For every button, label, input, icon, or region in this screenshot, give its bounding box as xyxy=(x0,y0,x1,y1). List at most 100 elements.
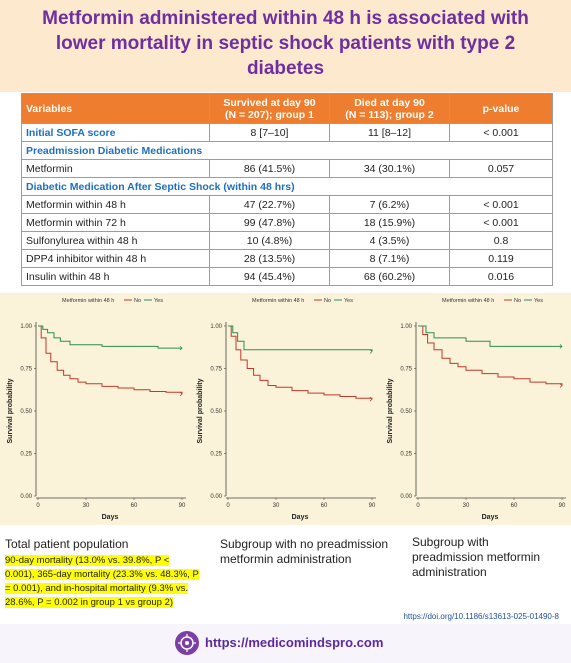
cell-died: 11 [8–12] xyxy=(329,123,450,142)
y-tick-label: 1.00 xyxy=(400,324,412,330)
cell-died: 7 (6.2%) xyxy=(329,195,450,214)
table-row: Initial SOFA score 8 [7–10] 11 [8–12] < … xyxy=(21,123,553,142)
x-axis-label: Days xyxy=(292,514,309,521)
col-variables: Variables xyxy=(21,93,210,124)
footer-url[interactable]: https://medicomindspro.com xyxy=(205,635,384,650)
table-row: Insulin within 48 h 94 (45.4%) 68 (60.2%… xyxy=(21,267,553,286)
curve-end-marker xyxy=(369,349,373,354)
cell-pvalue: 0.057 xyxy=(449,159,553,178)
x-tick-label: 90 xyxy=(559,503,566,509)
cell-survived: 28 (13.5%) xyxy=(209,249,330,268)
y-axis-label: Survival probability xyxy=(387,378,394,443)
cell-survived: 8 [7–10] xyxy=(209,123,330,142)
y-tick-label: 0.00 xyxy=(210,494,222,500)
survival-curve-no xyxy=(38,325,183,394)
cell-pvalue: 0.016 xyxy=(449,267,553,286)
table-section-row: Preadmission Diabetic Medications xyxy=(21,141,553,160)
col-pvalue: p-value xyxy=(449,93,553,124)
survival-plots-panel: Metformin within 48 h No Yes 0.00 0.25 0.50 0.… xyxy=(0,293,571,525)
y-tick-label: 0.00 xyxy=(400,494,412,500)
col-survived: Survived at day 90 (N = 207); group 1 xyxy=(209,93,330,124)
table-section-row: Diabetic Medication After Septic Shock (… xyxy=(21,177,553,196)
caption-total-title: Total patient population xyxy=(5,537,129,551)
header-banner: Metformin administered within 48 h is as… xyxy=(0,0,571,92)
caption-subgroup-no-metformin: Subgroup with no preadmission metformin … xyxy=(220,537,389,566)
results-table-container: Variables Survived at day 90 (N = 207); … xyxy=(21,93,553,286)
x-tick-label: 30 xyxy=(463,503,470,509)
x-tick-label: 0 xyxy=(226,503,230,509)
y-tick-label: 0.50 xyxy=(400,409,412,415)
curve-end-marker xyxy=(559,383,563,388)
footer: https://medicomindspro.com xyxy=(0,624,571,663)
row-label: Sulfonylurea within 48 h xyxy=(21,231,210,250)
km-plot-no-preadmission-svg: Metformin within 48 h No Yes 0.00 0.25 0.50 0.… xyxy=(197,298,376,521)
survival-curve-no xyxy=(418,325,563,386)
y-tick-label: 0.25 xyxy=(210,452,222,458)
y-tick-label: 0.25 xyxy=(20,452,32,458)
x-tick-label: 90 xyxy=(369,503,376,509)
results-table: Variables Survived at day 90 (N = 207); … xyxy=(21,93,553,286)
cell-pvalue: < 0.001 xyxy=(449,213,553,232)
cell-died: 18 (15.9%) xyxy=(329,213,450,232)
brand-logo-icon xyxy=(175,631,199,655)
y-axis-label: Survival probability xyxy=(7,378,14,443)
km-plot-with-preadmission: Metformin within 48 h No Yes 0.00 0.25 0.50 0.… xyxy=(380,293,570,525)
caption-total-detail: 90-day mortality (13.0% vs. 39.8%, P < 0… xyxy=(5,555,199,608)
survival-curve-yes xyxy=(418,325,562,347)
curve-end-marker xyxy=(179,345,183,351)
x-axis-label: Days xyxy=(482,514,499,521)
table-row: Metformin within 72 h 99 (47.8%) 18 (15.… xyxy=(21,213,553,232)
curve-end-marker xyxy=(559,344,563,349)
y-tick-label: 0.75 xyxy=(210,367,222,373)
col-died: Died at day 90 (N = 113); group 2 xyxy=(329,93,450,124)
legend-no-label: No xyxy=(134,298,141,304)
brand-logo-svg xyxy=(178,634,196,652)
caption-total-detail-wrap: 90-day mortality (13.0% vs. 39.8%, P < 0… xyxy=(5,553,200,609)
survival-curve-yes xyxy=(38,325,182,349)
caption-subgroup-metformin: Subgroup with preadmission metformin adm… xyxy=(412,535,541,579)
row-label: Insulin within 48 h xyxy=(21,267,210,286)
x-tick-label: 60 xyxy=(321,503,328,509)
cell-pvalue: 0.119 xyxy=(449,249,553,268)
survival-curve-no xyxy=(228,325,373,400)
x-tick-label: 60 xyxy=(131,503,138,509)
table-row: DPP4 inhibitor within 48 h 28 (13.5%) 8 … xyxy=(21,249,553,268)
doi-link[interactable]: https://doi.org/10.1186/s13613-025-01490… xyxy=(403,612,559,621)
legend-title: Metformin within 48 h xyxy=(442,298,494,304)
x-tick-label: 30 xyxy=(273,503,280,509)
survival-curve-yes xyxy=(228,325,373,352)
y-tick-label: 0.75 xyxy=(20,367,32,373)
legend-no-label: No xyxy=(324,298,331,304)
col-died-line1: Died at day 90 xyxy=(354,96,425,109)
y-tick-label: 1.00 xyxy=(20,324,32,330)
x-tick-label: 60 xyxy=(511,503,518,509)
section-label: Preadmission Diabetic Medications xyxy=(21,141,553,160)
row-label: Metformin within 48 h xyxy=(21,195,210,214)
cell-died: 8 (7.1%) xyxy=(329,249,450,268)
row-label: Metformin within 72 h xyxy=(21,213,210,232)
cell-died: 4 (3.5%) xyxy=(329,231,450,250)
x-tick-label: 0 xyxy=(36,503,40,509)
x-tick-label: 0 xyxy=(416,503,420,509)
y-tick-label: 0.75 xyxy=(400,367,412,373)
row-label: DPP4 inhibitor within 48 h xyxy=(21,249,210,268)
caption-total: Total patient population 90-day mortalit… xyxy=(5,537,205,609)
row-label: Metformin xyxy=(21,159,210,178)
col-died-line2: (N = 113); group 2 xyxy=(345,108,434,121)
cell-pvalue: < 0.001 xyxy=(449,195,553,214)
curve-end-marker xyxy=(369,396,373,402)
section-label: Diabetic Medication After Septic Shock (… xyxy=(21,177,553,196)
x-tick-label: 30 xyxy=(83,503,90,509)
col-survived-line2: (N = 207); group 1 xyxy=(225,108,314,121)
col-survived-line1: Survived at day 90 xyxy=(223,96,316,109)
cell-died: 68 (60.2%) xyxy=(329,267,450,286)
cell-pvalue: 0.8 xyxy=(449,231,553,250)
cell-survived: 86 (41.5%) xyxy=(209,159,330,178)
km-plot-with-preadmission-svg: Metformin within 48 h No Yes 0.00 0.25 0.50 0.… xyxy=(387,298,566,521)
cell-survived: 47 (22.7%) xyxy=(209,195,330,214)
cell-survived: 99 (47.8%) xyxy=(209,213,330,232)
legend-yes-label: Yes xyxy=(154,298,163,304)
y-tick-label: 1.00 xyxy=(210,324,222,330)
legend-title: Metformin within 48 h xyxy=(62,298,114,304)
km-plot-no-preadmission: Metformin within 48 h No Yes 0.00 0.25 0.50 0.… xyxy=(190,293,380,525)
